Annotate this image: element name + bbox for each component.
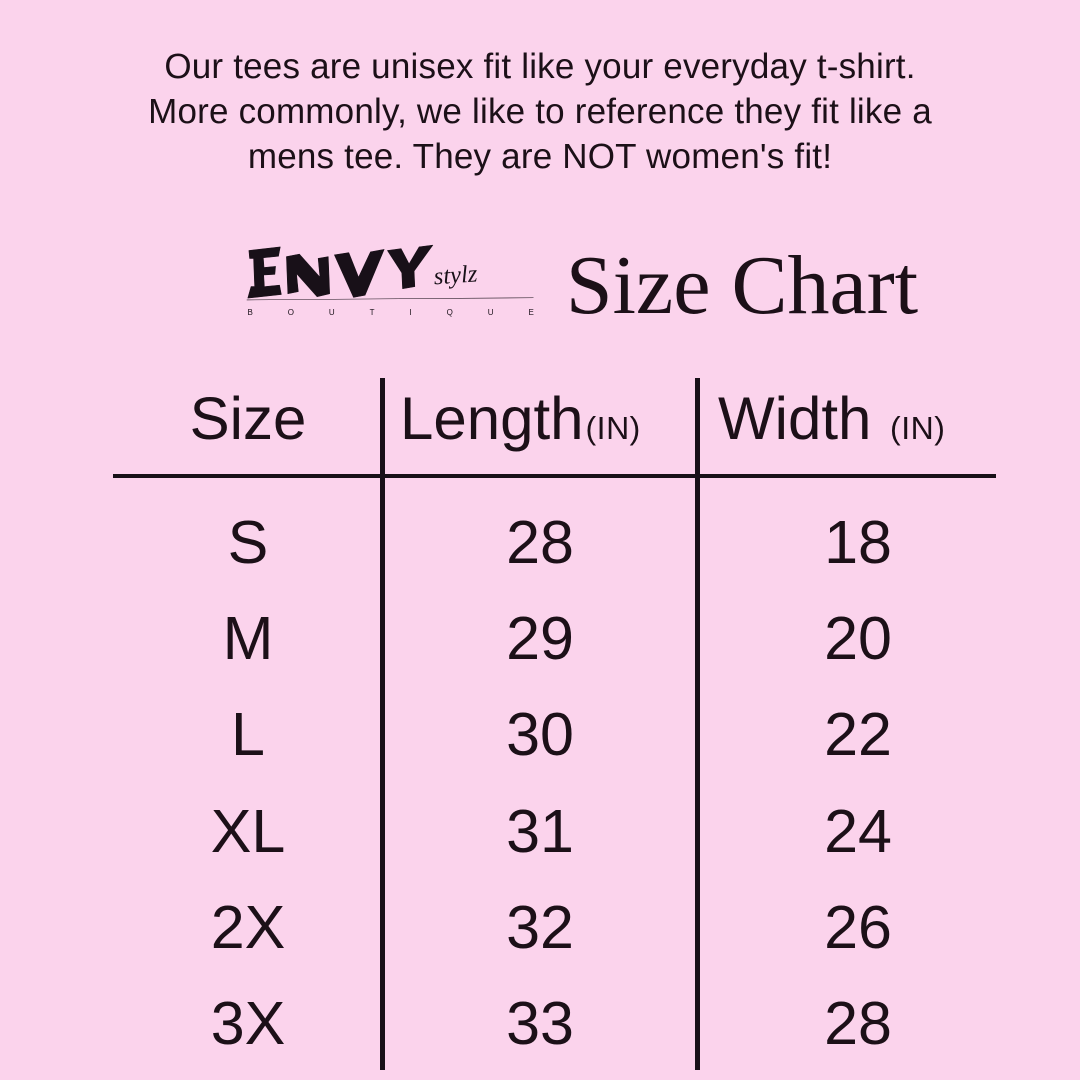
svg-text:BOUTIQUE: BOUTIQUE <box>247 308 568 317</box>
svg-text:stylz: stylz <box>433 260 479 290</box>
